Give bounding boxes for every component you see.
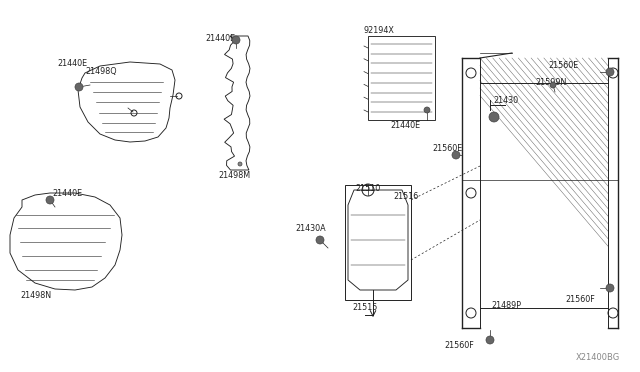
Circle shape (452, 151, 460, 159)
Text: 21560F: 21560F (565, 295, 595, 305)
Text: 21560F: 21560F (444, 340, 474, 350)
Circle shape (489, 112, 499, 122)
Text: 21440E: 21440E (390, 121, 420, 129)
Text: 21560E: 21560E (548, 61, 579, 70)
Circle shape (486, 336, 494, 344)
Circle shape (75, 83, 83, 91)
Text: 21515: 21515 (352, 302, 378, 311)
Circle shape (550, 82, 556, 88)
Circle shape (46, 196, 54, 204)
Circle shape (238, 162, 242, 166)
Text: X21400BG: X21400BG (576, 353, 620, 362)
Circle shape (424, 107, 430, 113)
Circle shape (606, 68, 614, 76)
Text: 21489P: 21489P (491, 301, 521, 311)
Bar (345, 185, 411, 300)
Text: 21498M: 21498M (218, 170, 250, 180)
Text: 21440E: 21440E (52, 189, 82, 198)
Text: 21430A: 21430A (295, 224, 326, 232)
Circle shape (606, 284, 614, 292)
Text: 21498N: 21498N (20, 291, 51, 299)
Text: 21510: 21510 (355, 183, 380, 192)
Text: 92194X: 92194X (363, 26, 394, 35)
Text: 21498Q: 21498Q (85, 67, 116, 76)
Circle shape (232, 36, 240, 44)
Text: 21560E: 21560E (432, 144, 462, 153)
Text: 21599N: 21599N (535, 77, 566, 87)
Bar (368, 36, 435, 120)
Text: 21440E: 21440E (57, 58, 87, 67)
Circle shape (316, 236, 324, 244)
Text: 21440E: 21440E (205, 33, 235, 42)
Text: 21516: 21516 (393, 192, 419, 201)
Text: 21430: 21430 (493, 96, 518, 105)
